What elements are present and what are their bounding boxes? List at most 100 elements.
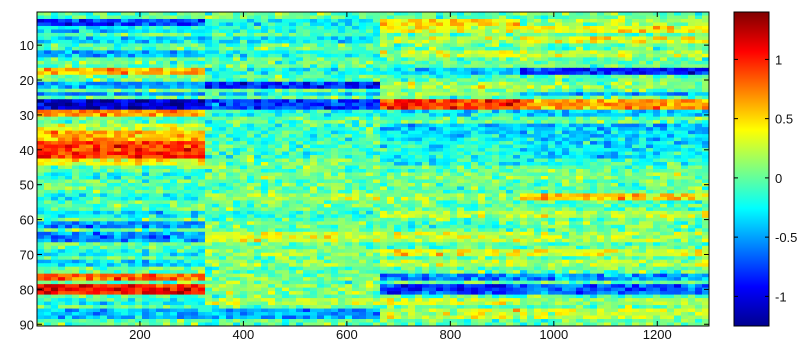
heatmap-cell xyxy=(331,189,339,195)
heatmap-cell xyxy=(51,148,59,153)
heatmap-cell xyxy=(548,57,556,62)
heatmap-cell xyxy=(520,85,528,90)
heatmap-cell xyxy=(184,57,192,62)
heatmap-cell xyxy=(639,71,647,76)
heatmap-cell xyxy=(429,141,437,146)
heatmap-cell xyxy=(646,32,654,38)
heatmap-cell xyxy=(576,71,584,76)
heatmap-cell xyxy=(695,130,703,135)
heatmap-cell xyxy=(317,186,325,191)
heatmap-cell xyxy=(373,148,381,153)
heatmap-cell xyxy=(121,85,129,90)
heatmap-cell xyxy=(625,92,633,97)
heatmap-cell xyxy=(114,134,122,139)
heatmap-cell xyxy=(170,18,178,24)
heatmap-cell xyxy=(583,50,591,55)
heatmap-cell xyxy=(464,43,472,48)
heatmap-cell xyxy=(569,109,577,114)
heatmap-cell xyxy=(359,53,367,58)
heatmap-cell xyxy=(576,88,584,93)
heatmap-cell xyxy=(499,186,507,191)
heatmap-cell xyxy=(590,85,598,90)
heatmap-cell xyxy=(282,46,290,51)
heatmap-cell xyxy=(184,92,192,97)
heatmap-cell xyxy=(254,158,262,163)
heatmap-cell xyxy=(191,95,199,100)
heatmap-cell xyxy=(317,102,325,107)
heatmap-cell xyxy=(86,189,94,195)
heatmap-cell xyxy=(464,130,472,135)
heatmap-cell xyxy=(429,64,437,69)
heatmap-cell xyxy=(387,102,395,107)
heatmap-cell xyxy=(296,39,304,44)
heatmap-cell xyxy=(597,179,605,184)
heatmap-cell xyxy=(205,162,213,167)
heatmap-cell xyxy=(562,175,570,181)
heatmap-cell xyxy=(541,148,549,153)
heatmap-cell xyxy=(604,120,612,125)
heatmap-cell xyxy=(429,155,437,160)
heatmap-cell xyxy=(226,175,234,181)
heatmap-cell xyxy=(492,39,500,44)
heatmap-cell xyxy=(695,120,703,125)
heatmap-cell xyxy=(65,127,73,132)
heatmap-cell xyxy=(457,46,465,51)
heatmap-cell xyxy=(695,95,703,100)
heatmap-cell xyxy=(541,172,549,177)
heatmap-cell xyxy=(639,50,647,55)
heatmap-cell xyxy=(387,116,395,121)
heatmap-cell xyxy=(177,151,185,156)
heatmap-cell xyxy=(625,172,633,177)
heatmap-cell xyxy=(240,113,248,118)
heatmap-cell xyxy=(156,179,164,184)
heatmap-cell xyxy=(79,165,87,170)
heatmap-cell xyxy=(597,39,605,44)
heatmap-cell xyxy=(555,60,563,65)
heatmap-cell xyxy=(506,95,514,100)
heatmap-cell xyxy=(520,39,528,44)
heatmap-cell xyxy=(625,102,633,107)
heatmap-cell xyxy=(310,53,318,58)
heatmap-cell xyxy=(184,67,192,72)
heatmap-cell xyxy=(345,71,353,76)
heatmap-cell xyxy=(310,127,318,132)
heatmap-cell xyxy=(254,36,262,41)
heatmap-cell xyxy=(478,189,486,195)
heatmap-cell xyxy=(688,134,696,139)
heatmap-cell xyxy=(37,74,45,79)
heatmap-cell xyxy=(478,106,486,111)
heatmap-cell xyxy=(121,29,129,34)
heatmap-cell xyxy=(681,74,689,79)
heatmap-cell xyxy=(450,57,458,62)
heatmap-cell xyxy=(702,74,709,79)
heatmap-cell xyxy=(527,67,535,72)
heatmap-cell xyxy=(695,137,703,142)
heatmap-cell xyxy=(625,186,633,191)
heatmap-cell xyxy=(478,113,486,118)
heatmap-cell xyxy=(394,186,402,191)
heatmap-cell xyxy=(282,144,290,149)
heatmap-cell xyxy=(247,85,255,90)
heatmap-cell xyxy=(443,78,451,83)
heatmap-cell xyxy=(548,32,556,38)
heatmap-cell xyxy=(345,113,353,118)
heatmap-cell xyxy=(303,127,311,132)
heatmap-cell xyxy=(296,32,304,38)
heatmap-cell xyxy=(205,92,213,97)
heatmap-cell xyxy=(296,92,304,97)
heatmap-cell xyxy=(177,113,185,118)
heatmap-cell xyxy=(198,120,206,125)
heatmap-cell xyxy=(541,88,549,93)
heatmap-cell xyxy=(681,50,689,55)
heatmap-cell xyxy=(289,15,297,20)
heatmap-cell xyxy=(408,29,416,34)
heatmap-cell xyxy=(611,141,619,146)
heatmap-cell xyxy=(373,74,381,79)
heatmap-cell xyxy=(37,137,45,142)
heatmap-cell xyxy=(373,123,381,128)
heatmap-cell xyxy=(380,116,388,121)
heatmap-cell xyxy=(653,172,661,177)
heatmap-cell xyxy=(401,74,409,79)
heatmap-cell xyxy=(240,74,248,79)
heatmap-cell xyxy=(681,64,689,69)
